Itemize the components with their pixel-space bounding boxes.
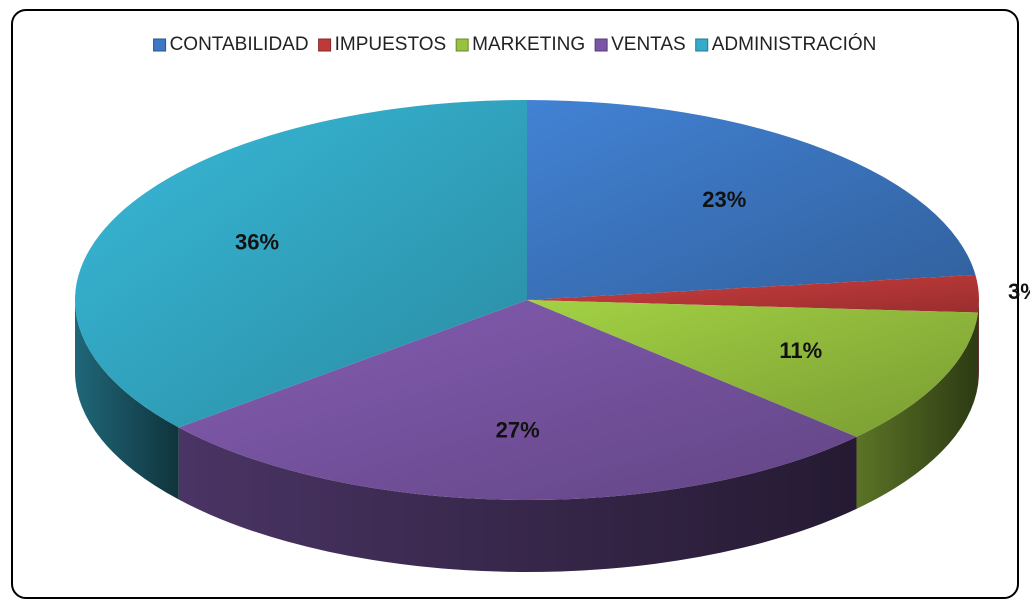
data-label: 36% xyxy=(235,230,279,255)
pie-wall xyxy=(178,427,857,572)
pie-slice xyxy=(527,274,979,313)
legend-label: ADMINISTRACIÓN xyxy=(712,33,877,55)
pie-slice xyxy=(74,100,527,428)
data-label: 11% xyxy=(779,338,822,363)
data-label: 27% xyxy=(496,418,540,443)
pie-walls xyxy=(75,300,979,572)
pie-slice xyxy=(527,100,976,300)
pie-wall xyxy=(75,300,179,500)
legend-swatch xyxy=(695,38,709,52)
data-label: 3% xyxy=(1008,279,1030,304)
legend-label: MARKETING xyxy=(472,34,585,55)
pie-slice xyxy=(178,300,857,501)
legend-swatch xyxy=(594,38,608,52)
legend-label: IMPUESTOS xyxy=(335,34,447,55)
pie-tops xyxy=(74,100,979,501)
data-label: 23% xyxy=(702,187,746,212)
legend-swatch xyxy=(153,38,167,52)
legend-label: CONTABILIDAD xyxy=(170,34,309,55)
pie-wall xyxy=(978,300,979,385)
legend-swatch xyxy=(318,38,332,52)
legend-swatch xyxy=(455,38,469,52)
legend: CONTABILIDAD IMPUESTOS MARKETING VENTAS ADMI… xyxy=(153,33,877,55)
pie-slice xyxy=(527,300,979,437)
data-labels: 23% 3% 11% 27% 36% xyxy=(235,187,1030,443)
pie-wall xyxy=(856,312,979,509)
legend-label: VENTAS xyxy=(611,34,686,55)
